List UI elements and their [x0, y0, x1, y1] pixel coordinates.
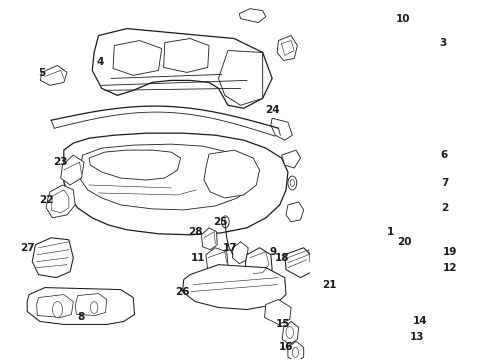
Polygon shape	[232, 242, 248, 264]
Text: 21: 21	[322, 280, 336, 289]
Polygon shape	[204, 150, 260, 198]
Text: 26: 26	[175, 287, 190, 297]
Polygon shape	[27, 288, 135, 324]
Polygon shape	[201, 228, 217, 250]
Polygon shape	[265, 300, 291, 324]
Polygon shape	[164, 39, 209, 72]
Text: 5: 5	[38, 68, 46, 78]
Text: 15: 15	[276, 319, 291, 329]
Text: 22: 22	[40, 195, 54, 205]
Polygon shape	[367, 333, 410, 352]
Circle shape	[290, 180, 294, 186]
Polygon shape	[285, 248, 313, 278]
Circle shape	[221, 216, 229, 228]
Text: 11: 11	[191, 253, 205, 263]
Polygon shape	[206, 248, 228, 272]
Text: 16: 16	[279, 342, 294, 352]
Polygon shape	[271, 118, 293, 140]
Polygon shape	[92, 28, 272, 108]
Circle shape	[286, 327, 294, 338]
Text: 18: 18	[274, 253, 289, 263]
Polygon shape	[420, 245, 436, 265]
Polygon shape	[351, 255, 427, 318]
Text: 7: 7	[441, 178, 448, 188]
Text: 23: 23	[53, 157, 68, 167]
Text: 6: 6	[441, 150, 448, 160]
Polygon shape	[37, 294, 74, 318]
Polygon shape	[245, 248, 272, 282]
Text: 25: 25	[213, 217, 228, 227]
Text: 10: 10	[396, 14, 411, 24]
Circle shape	[288, 176, 297, 190]
Text: 13: 13	[410, 332, 424, 342]
Polygon shape	[51, 190, 69, 213]
Circle shape	[90, 302, 98, 314]
Text: 4: 4	[97, 58, 104, 67]
Text: 20: 20	[397, 237, 412, 247]
Text: 9: 9	[270, 247, 277, 257]
Polygon shape	[32, 238, 74, 278]
Text: 17: 17	[222, 243, 237, 253]
Polygon shape	[282, 321, 298, 345]
Polygon shape	[41, 66, 67, 85]
Polygon shape	[387, 240, 403, 260]
Text: 27: 27	[21, 243, 35, 253]
Polygon shape	[239, 9, 266, 23]
Polygon shape	[46, 185, 75, 218]
Polygon shape	[64, 133, 288, 235]
Polygon shape	[286, 202, 304, 222]
Circle shape	[293, 347, 298, 357]
Polygon shape	[79, 144, 253, 210]
Text: 3: 3	[439, 37, 446, 48]
Polygon shape	[219, 50, 263, 105]
Text: 1: 1	[387, 227, 394, 237]
Text: 12: 12	[443, 263, 457, 273]
Polygon shape	[89, 150, 181, 180]
Polygon shape	[61, 155, 84, 185]
Polygon shape	[348, 220, 391, 258]
Text: 19: 19	[443, 247, 457, 257]
Polygon shape	[75, 293, 107, 315]
Polygon shape	[288, 341, 304, 360]
Polygon shape	[355, 329, 417, 355]
Circle shape	[52, 302, 63, 318]
Polygon shape	[113, 41, 162, 75]
Polygon shape	[282, 150, 300, 168]
Polygon shape	[182, 265, 286, 310]
Text: 28: 28	[188, 227, 202, 237]
Text: 8: 8	[77, 312, 84, 323]
Polygon shape	[357, 262, 417, 311]
Text: 2: 2	[441, 203, 448, 213]
Polygon shape	[359, 312, 422, 334]
Polygon shape	[277, 36, 297, 60]
Circle shape	[333, 275, 343, 291]
Text: 14: 14	[413, 316, 428, 327]
Text: 24: 24	[265, 105, 279, 115]
